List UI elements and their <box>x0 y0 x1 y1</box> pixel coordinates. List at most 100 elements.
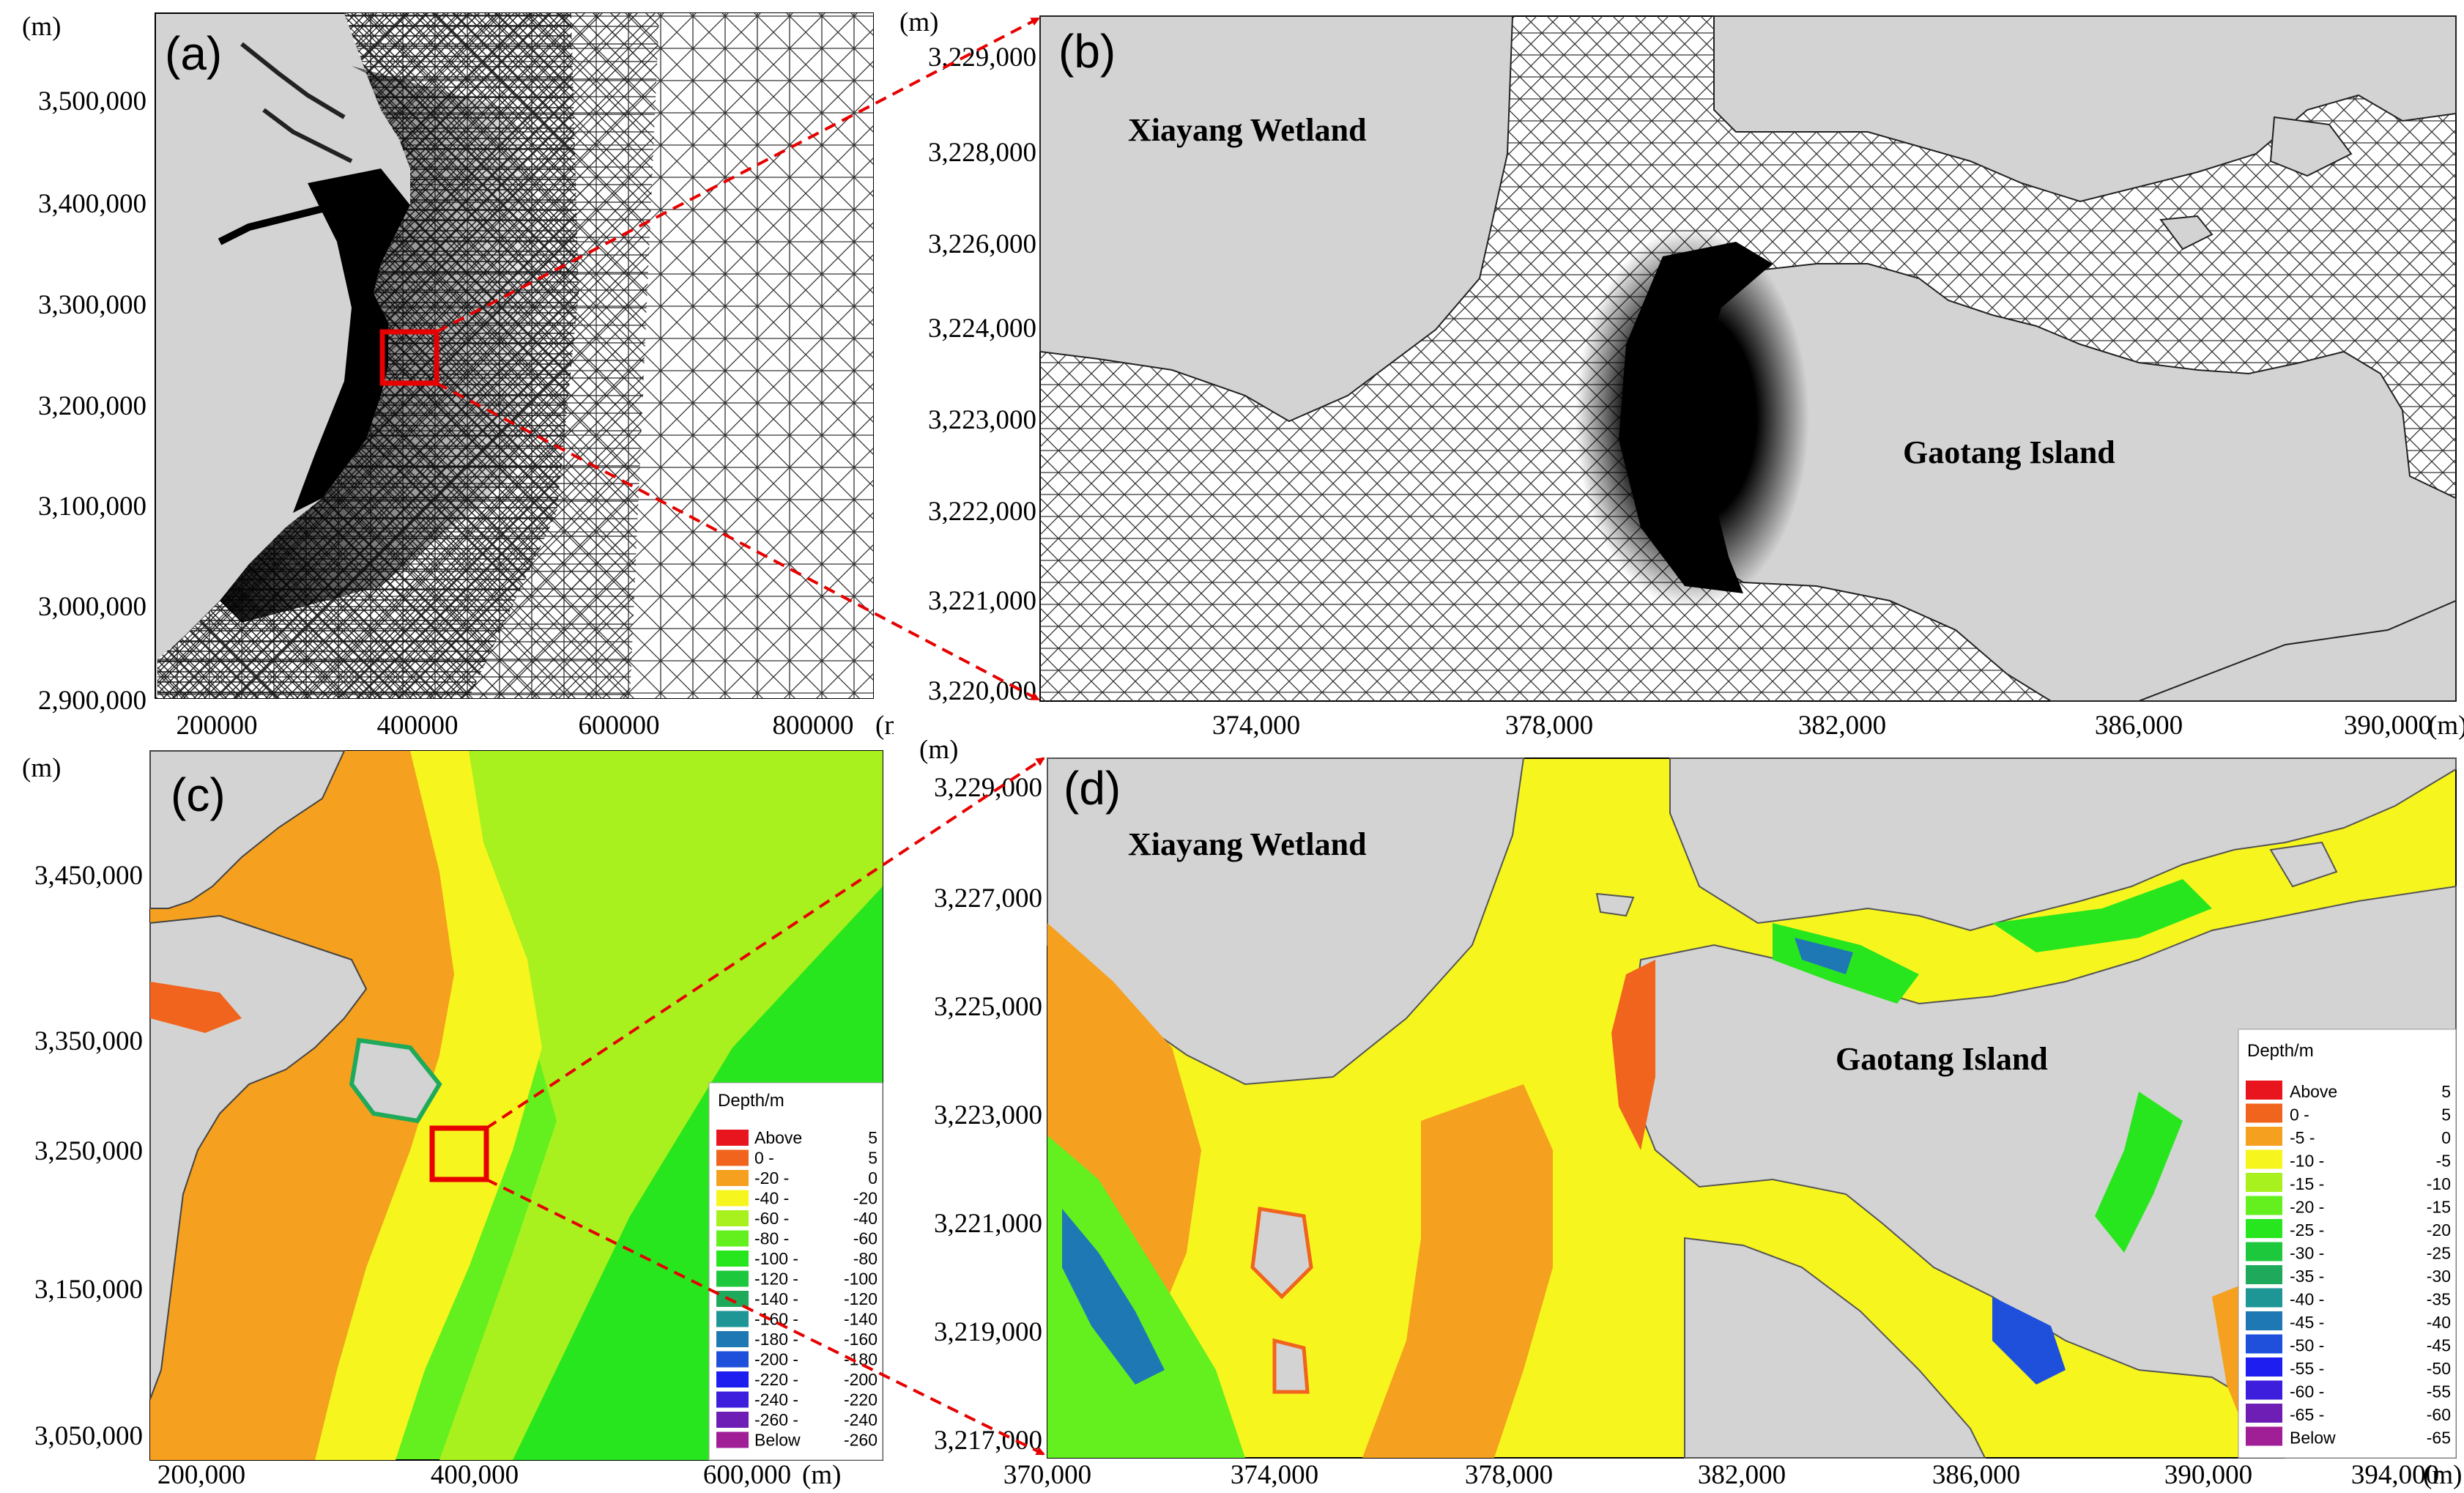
legend-range-from: -20 - <box>754 1168 789 1188</box>
legend-range-from: -65 - <box>2290 1405 2324 1424</box>
south-land <box>2138 599 2457 702</box>
x-tick: 600,000 <box>703 1460 791 1490</box>
legend-range-to: -20 <box>2427 1220 2451 1240</box>
x-tick: 370,000 <box>1003 1460 1091 1490</box>
legend-range-from: -160 - <box>754 1310 798 1329</box>
legend-swatch <box>716 1412 749 1428</box>
depth-zone <box>1362 1084 1553 1458</box>
panel-d: Xiayang Wetland Gaotang Island Depth/m A… <box>894 740 2464 1493</box>
y-tick: 3,217,000 <box>934 1426 1042 1456</box>
x-tick: 386,000 <box>1932 1460 2020 1490</box>
legend-range-from: -5 - <box>2290 1128 2315 1147</box>
x-tick: 200,000 <box>157 1460 245 1490</box>
y-tick: 3,200,000 <box>38 391 146 421</box>
legend-range-to: -30 <box>2427 1267 2451 1286</box>
x-axis-unit: (m) <box>2423 1460 2462 1490</box>
legend-range-to: 5 <box>2441 1082 2451 1101</box>
xiayang-wetland-land <box>1039 15 1514 423</box>
y-axis-ticks: 3,450,000 3,350,000 3,250,000 3,150,000 … <box>34 861 143 1451</box>
panel-label: (a) <box>165 27 222 80</box>
island-cluster <box>349 1037 442 1124</box>
legend-range-to: -160 <box>844 1330 877 1349</box>
legend-swatch <box>716 1210 749 1226</box>
legend-range-from: -60 - <box>754 1209 789 1228</box>
x-axis-unit: (m) <box>875 711 894 740</box>
legend-range-from: -220 - <box>754 1370 798 1389</box>
panel-label: (d) <box>1064 762 1121 815</box>
legend-range-from: -15 - <box>2290 1174 2324 1193</box>
north-land <box>1713 15 2457 203</box>
panel-c: Depth/m Above 5 0 - 5 -20 - 0 -40 - -20 -60 - -40… <box>0 740 894 1493</box>
legend-swatch <box>2246 1404 2282 1423</box>
y-axis-ticks: 3,229,000 3,228,000 3,226,000 3,224,000 … <box>928 42 1036 706</box>
y-tick: 3,222,000 <box>928 497 1036 527</box>
depth-zone <box>1047 1136 1245 1458</box>
y-tick: 3,227,000 <box>934 883 1042 914</box>
panel-b: Xiayang Wetland Gaotang Island (b) (m) 3… <box>894 0 2464 740</box>
islet <box>2159 215 2213 251</box>
north-land <box>1669 757 2457 932</box>
y-tick: 3,250,000 <box>34 1136 143 1166</box>
legend-range-from: Below <box>2290 1429 2336 1448</box>
legend-range-to: -50 <box>2427 1359 2451 1378</box>
legend-swatch <box>716 1431 749 1448</box>
place-xiayang-wetland: Xiayang Wetland <box>1128 112 1367 148</box>
south-land <box>1684 1237 1986 1459</box>
zoom-inset-box <box>379 329 439 386</box>
legend-title: Depth/m <box>718 1091 784 1111</box>
y-tick: 3,500,000 <box>38 86 146 116</box>
legend-swatch <box>716 1149 749 1166</box>
legend-range-to: -80 <box>853 1249 877 1268</box>
panel-d-svg: Xiayang Wetland Gaotang Island Depth/m A… <box>919 740 2462 1490</box>
legend-swatch <box>2246 1149 2282 1169</box>
islet <box>1595 892 1635 917</box>
legend-range-from: -240 - <box>754 1390 798 1409</box>
legend-range-to: -5 <box>2436 1152 2451 1171</box>
y-axis-ticks: 3,500,000 3,400,000 3,300,000 3,200,000 … <box>38 86 146 716</box>
depth-zone <box>150 982 242 1033</box>
y-tick: 3,229,000 <box>928 42 1036 73</box>
legend-range-from: 0 - <box>754 1149 774 1168</box>
legend-range-from: -55 - <box>2290 1359 2324 1378</box>
legend-range-from: -25 - <box>2290 1220 2324 1240</box>
legend-range-to: -55 <box>2427 1382 2451 1401</box>
place-xiayang-wetland: Xiayang Wetland <box>1128 826 1367 862</box>
legend-title: Depth/m <box>2247 1041 2314 1061</box>
y-tick: 3,219,000 <box>934 1317 1042 1347</box>
y-axis-unit: (m) <box>899 7 938 37</box>
y-tick: 3,221,000 <box>928 586 1036 616</box>
legend-range-from: -60 - <box>2290 1382 2324 1401</box>
legend-swatch <box>716 1331 749 1347</box>
legend-swatch <box>716 1230 749 1247</box>
depth-zone <box>1795 938 1853 974</box>
x-tick: 374,000 <box>1212 711 1300 740</box>
x-tick: 600000 <box>579 711 660 740</box>
y-tick: 3,000,000 <box>38 592 146 622</box>
islet <box>1272 1338 1310 1394</box>
legend-swatch <box>2246 1242 2282 1262</box>
legend-swatch <box>2246 1219 2282 1238</box>
legend-range-from: -35 - <box>2290 1267 2324 1286</box>
legend-range-to: -180 <box>844 1350 877 1369</box>
dense-mesh-halo <box>1575 227 1809 608</box>
y-axis-unit: (m) <box>22 753 61 783</box>
legend-range-to: -60 <box>853 1229 877 1248</box>
legend-range-to: -240 <box>844 1410 877 1429</box>
x-tick: 800000 <box>773 711 854 740</box>
legend-swatch <box>2246 1357 2282 1377</box>
y-tick: 3,150,000 <box>34 1275 143 1305</box>
legend-range-to: -35 <box>2427 1290 2451 1309</box>
legend-range-from: -10 - <box>2290 1152 2324 1171</box>
legend-range-to: -200 <box>844 1370 877 1389</box>
zoom-inset-box <box>429 1125 489 1182</box>
x-tick: 382,000 <box>1798 711 1886 740</box>
x-axis-ticks: 374,000 378,000 382,000 386,000 390,000 <box>1212 711 2432 740</box>
legend-range-from: -140 - <box>754 1289 798 1308</box>
legend-swatch <box>2246 1288 2282 1308</box>
legend-swatch <box>716 1371 749 1388</box>
panel-a: (a) (m) 3,500,000 3,400,000 3,300,000 3,… <box>0 0 894 740</box>
legend-swatch <box>2246 1173 2282 1192</box>
legend-items: Above 5 0 - 5 -5 - 0 -10 - -5 -15 - -10 -20 - -15 -2… <box>2246 1081 2451 1448</box>
y-tick: 3,350,000 <box>34 1026 143 1056</box>
legend-swatch <box>716 1311 749 1327</box>
